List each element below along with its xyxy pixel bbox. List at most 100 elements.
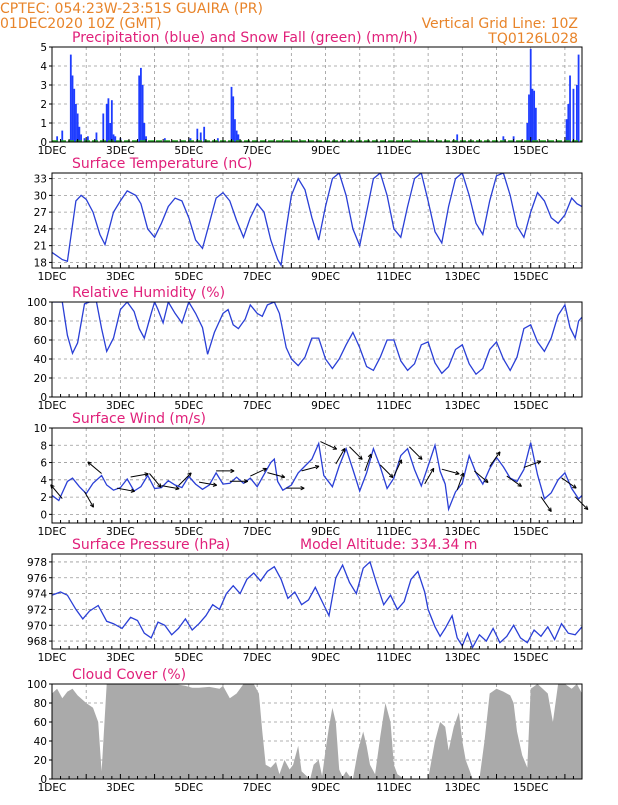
x-tick-label: 5DEC (174, 145, 203, 157)
precip-panel: Precipitation (blue) and Snow Fall (gree… (38, 30, 583, 157)
y-tick-label: 968 (27, 636, 47, 648)
y-tick-label: 30 (34, 190, 47, 202)
x-tick-label: 15DEC (513, 145, 548, 157)
y-tick-label: 100 (27, 679, 47, 691)
y-tick-label: 0 (40, 774, 47, 786)
precip-frame (51, 46, 583, 143)
x-tick-label: 7DEC (243, 400, 272, 412)
x-tick-label: 7DEC (243, 271, 272, 283)
y-tick-label: 1 (40, 118, 47, 130)
y-tick-label: 100 (27, 297, 47, 309)
precip-bar (234, 119, 236, 142)
run-date: 01DEC2020 10Z (GMT) (0, 16, 162, 32)
rh-grid (52, 302, 582, 397)
precip-bar (529, 48, 532, 142)
x-tick-label: 11DEC (376, 145, 411, 157)
precip-bar (80, 134, 82, 142)
precip-bar (107, 98, 110, 142)
precip-bar (526, 123, 529, 142)
wind-arrow (506, 475, 522, 487)
wind-arrow (349, 446, 363, 460)
wind-arrow (456, 472, 465, 491)
y-tick-label: 976 (27, 573, 47, 585)
precip-bar (528, 94, 530, 142)
x-tick-label: 7DEC (243, 145, 272, 157)
x-tick-label: 11DEC (376, 271, 411, 283)
wind-arrow (393, 459, 403, 477)
y-tick-label: 40 (34, 736, 47, 748)
x-tick-label: 13DEC (445, 652, 480, 664)
precip-bar (235, 130, 238, 142)
precip-bar (456, 134, 459, 142)
precip-bar (533, 90, 536, 142)
wind-title: Surface Wind (m/s) (72, 411, 206, 427)
x-tick-label: 5DEC (174, 400, 203, 412)
y-tick-label: 5 (40, 42, 47, 54)
precip-bar (71, 75, 74, 142)
y-tick-label: 8 (40, 440, 47, 452)
x-tick-label: 9DEC (311, 271, 340, 283)
x-tick-label: 15DEC (513, 652, 548, 664)
rh-panel: Relative Humidity (%) 0 20 40 60 80 100 1DEC 3DE… (27, 285, 583, 412)
x-tick-label: 13DEC (445, 271, 480, 283)
wind-arrow (116, 487, 135, 493)
x-tick-label: 13DEC (445, 400, 480, 412)
wind-arrow (130, 472, 149, 478)
wind-arrow (320, 441, 338, 450)
station-title: CPTEC: 054:23W-23:51S GUAIRA (PR) (0, 1, 263, 17)
precip-bar (199, 132, 202, 142)
x-tick-label: 5DEC (174, 526, 203, 538)
y-tick-label: 80 (34, 316, 47, 328)
y-tick-label: 0 (40, 137, 47, 149)
precip-bar (87, 136, 89, 142)
precip-bar (232, 96, 235, 142)
precip-bar (534, 107, 537, 142)
precip-bar (163, 138, 166, 142)
precip-bar (75, 104, 77, 142)
wind-arrow (540, 496, 552, 512)
x-tick-label: 15DEC (513, 271, 548, 283)
precip-bar (141, 85, 144, 142)
wind-arrow (286, 485, 305, 491)
temp-panel: Surface Temperature (nC) 18 21 24 27 30 33 1DEC… (34, 156, 583, 283)
precip-bar (61, 130, 64, 142)
y-tick-label: 24 (34, 224, 48, 236)
x-tick-label: 1DEC (38, 145, 67, 157)
wind-arrow (379, 464, 394, 479)
x-tick-label: 13DEC (445, 145, 480, 157)
precip-bar (56, 136, 59, 142)
x-tick-label: 11DEC (376, 782, 411, 794)
x-tick-label: 11DEC (376, 652, 411, 664)
precip-bar (143, 123, 146, 142)
x-tick-label: 9DEC (311, 145, 340, 157)
precip-bar (216, 138, 219, 142)
temp-line (52, 173, 582, 268)
precip-bar (567, 104, 570, 142)
y-tick-label: 0 (40, 509, 47, 521)
x-tick-label: 7DEC (243, 652, 272, 664)
wind-arrow (561, 477, 577, 489)
x-tick-label: 1DEC (38, 652, 67, 664)
y-tick-label: 4 (40, 61, 47, 73)
wind-arrow (441, 468, 460, 476)
precip-bar (109, 123, 112, 142)
pres-line (52, 560, 582, 649)
y-tick-label: 20 (34, 755, 47, 767)
wind-arrow (424, 467, 435, 485)
precip-bar (230, 86, 233, 142)
wind-arrow (161, 485, 180, 491)
x-tick-label: 1DEC (38, 400, 67, 412)
x-tick-label: 11DEC (376, 526, 411, 538)
precip-bar (110, 100, 113, 142)
temp-frame (51, 172, 583, 269)
precip-bar (203, 126, 206, 142)
precip-bar (577, 54, 580, 142)
precip-bar (575, 85, 578, 142)
temp-title: Surface Temperature (nC) (72, 156, 253, 172)
rh-title: Relative Humidity (%) (72, 285, 225, 301)
x-tick-label: 13DEC (445, 526, 480, 538)
precip-bar (112, 134, 115, 142)
x-tick-label: 1DEC (38, 526, 67, 538)
y-tick-label: 4 (40, 475, 47, 487)
x-tick-label: 3DEC (106, 526, 135, 538)
